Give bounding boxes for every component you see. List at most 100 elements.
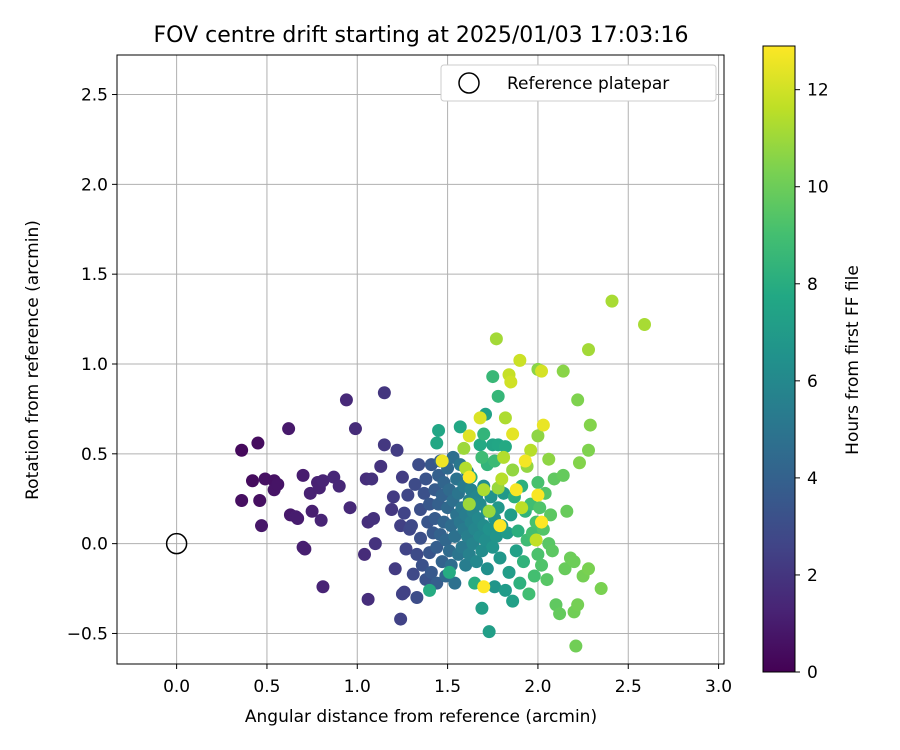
data-point — [489, 529, 503, 543]
data-point — [556, 468, 570, 482]
data-point — [424, 565, 438, 579]
x-tick-label: 2.0 — [524, 677, 551, 697]
data-point — [423, 497, 437, 511]
data-point — [531, 488, 545, 502]
data-point — [571, 393, 585, 407]
data-point — [486, 540, 500, 554]
colorbar-label: Hours from first FF file — [843, 265, 863, 455]
data-point — [397, 506, 411, 520]
data-point — [255, 519, 269, 533]
legend-marker — [458, 72, 480, 94]
data-point — [527, 569, 541, 583]
data-point — [332, 479, 346, 493]
data-points — [235, 294, 652, 653]
data-point — [459, 558, 473, 572]
y-tick-label: 2.5 — [81, 86, 108, 106]
data-point — [475, 544, 489, 558]
data-point — [367, 511, 381, 525]
data-point — [477, 580, 491, 594]
data-point — [498, 411, 512, 425]
data-point — [536, 418, 550, 432]
colorbar: 0 2 4 6 8 10 12 Hours from first FF file — [762, 45, 863, 683]
data-point — [401, 488, 415, 502]
data-point — [417, 486, 431, 500]
data-point — [282, 422, 296, 436]
data-point — [432, 423, 446, 437]
data-point — [506, 463, 520, 477]
data-point — [291, 511, 305, 525]
data-point — [448, 576, 462, 590]
data-point — [594, 582, 608, 596]
data-point — [567, 555, 581, 569]
data-point — [357, 547, 371, 561]
y-tick-label: 0.5 — [81, 445, 108, 465]
colorbar-tick-label: 8 — [807, 275, 818, 295]
data-point — [498, 583, 512, 597]
x-tick-label: 1.5 — [434, 677, 461, 697]
data-point — [395, 587, 409, 601]
legend-box — [440, 64, 717, 102]
data-point — [457, 441, 471, 455]
data-point — [489, 332, 503, 346]
reference-marker — [165, 532, 188, 555]
y-axis-label: Rotation from reference (arcmin) — [23, 220, 43, 500]
data-point — [583, 418, 597, 432]
data-point — [430, 540, 444, 554]
data-point — [377, 438, 391, 452]
plot-area: 0.0 0.5 1.0 1.5 2.0 2.5 3.0 −0.5 0.0 0.5 1.0 1.5 2.… — [67, 54, 732, 697]
y-tick-label: −0.5 — [67, 624, 108, 644]
data-point — [582, 443, 596, 457]
data-point — [361, 592, 375, 606]
data-point — [540, 573, 554, 587]
data-point — [343, 501, 357, 515]
x-axis-label: Angular distance from reference (arcmin) — [245, 707, 597, 727]
colorbar-tick-label: 6 — [807, 372, 818, 392]
data-point — [524, 443, 538, 457]
data-point — [495, 472, 509, 486]
data-point — [410, 591, 424, 605]
data-point — [412, 458, 426, 472]
data-point — [475, 450, 489, 464]
data-point — [395, 470, 409, 484]
data-point — [348, 422, 362, 436]
data-point — [408, 477, 422, 491]
data-point — [531, 547, 545, 561]
y-tick-label: 2.0 — [81, 175, 108, 195]
data-point — [251, 436, 265, 450]
data-point — [388, 562, 402, 576]
x-tick-label: 0.5 — [253, 677, 280, 697]
data-point — [415, 558, 429, 572]
data-point — [497, 450, 511, 464]
data-point — [535, 515, 549, 529]
data-point — [377, 386, 391, 400]
data-point — [462, 497, 476, 511]
data-point — [410, 547, 424, 561]
data-point — [390, 443, 404, 457]
data-point — [558, 562, 572, 576]
x-tick-label: 1.0 — [344, 677, 371, 697]
data-point — [235, 494, 249, 508]
data-point — [482, 625, 496, 639]
data-point — [453, 420, 467, 434]
data-point — [491, 389, 505, 403]
data-point — [316, 580, 330, 594]
legend-label: Reference platepar — [507, 74, 669, 94]
data-point — [316, 474, 330, 488]
data-point — [493, 551, 507, 565]
data-point — [419, 472, 433, 486]
legend: Reference platepar — [440, 64, 717, 102]
data-point — [506, 594, 520, 608]
data-point — [473, 438, 487, 452]
data-point — [482, 504, 496, 518]
data-point — [535, 558, 549, 572]
data-point — [493, 519, 507, 533]
data-point — [473, 411, 487, 425]
data-point — [475, 601, 489, 615]
data-point — [515, 501, 529, 515]
data-point — [509, 483, 523, 497]
x-axis-ticks: 0.0 0.5 1.0 1.5 2.0 2.5 3.0 — [163, 664, 732, 697]
y-axis-ticks: −0.5 0.0 0.5 1.0 1.5 2.0 2.5 — [67, 86, 117, 644]
data-point — [569, 639, 583, 653]
data-point — [542, 452, 556, 466]
x-tick-label: 3.0 — [705, 677, 732, 697]
